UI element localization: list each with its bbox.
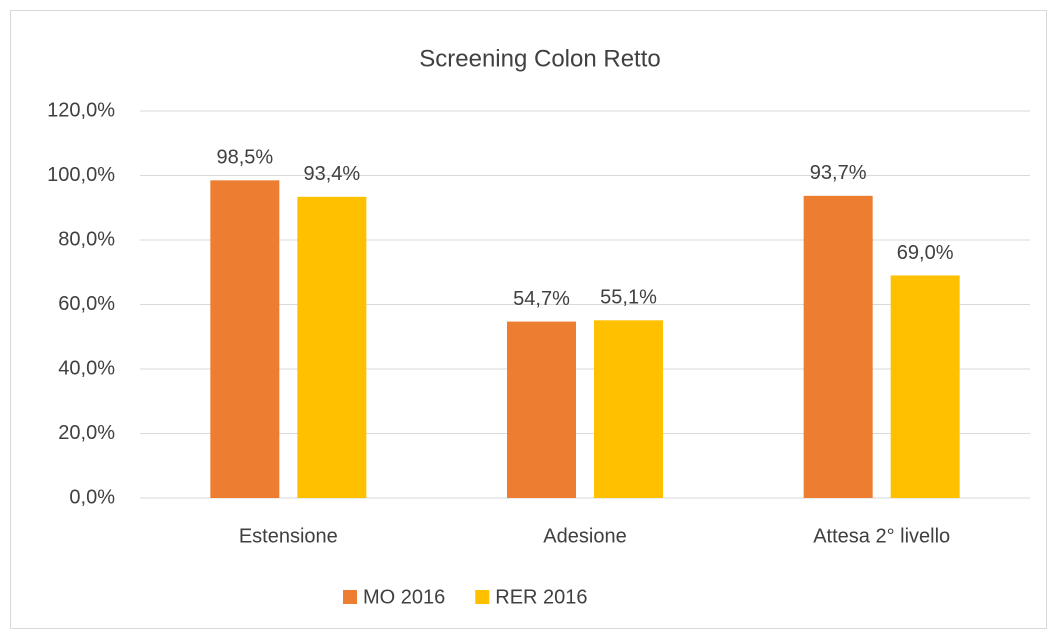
legend-swatch bbox=[475, 590, 490, 604]
bar bbox=[210, 180, 280, 498]
value-label: 55,1% bbox=[600, 287, 657, 309]
chart-title: Screening Colon Retto bbox=[419, 45, 660, 72]
value-label: 98,5% bbox=[216, 147, 273, 169]
value-label: 69,0% bbox=[897, 242, 954, 264]
value-label: 93,7% bbox=[810, 162, 867, 184]
value-label: 54,7% bbox=[513, 288, 570, 310]
y-tick-label: 100,0% bbox=[47, 164, 115, 186]
legend-label: RER 2016 bbox=[495, 586, 587, 608]
value-label: 93,4% bbox=[303, 163, 360, 185]
y-tick-label: 80,0% bbox=[58, 228, 115, 250]
legend-label: MO 2016 bbox=[363, 586, 445, 608]
y-tick-label: 20,0% bbox=[58, 422, 115, 444]
x-tick-label: Estensione bbox=[239, 525, 338, 547]
y-tick-label: 40,0% bbox=[58, 357, 115, 379]
bar bbox=[890, 275, 960, 498]
bar bbox=[803, 195, 873, 498]
bar bbox=[594, 320, 663, 498]
y-tick-label: 60,0% bbox=[58, 293, 115, 315]
x-tick-label: Attesa 2° livello bbox=[813, 525, 950, 547]
legend-swatch bbox=[343, 590, 357, 604]
x-tick-label: Adesione bbox=[543, 525, 626, 547]
y-tick-label: 0,0% bbox=[69, 486, 115, 508]
y-tick-label: 120,0% bbox=[47, 99, 115, 121]
chart-border bbox=[10, 10, 1047, 629]
bar bbox=[297, 196, 367, 498]
bar bbox=[507, 321, 576, 498]
